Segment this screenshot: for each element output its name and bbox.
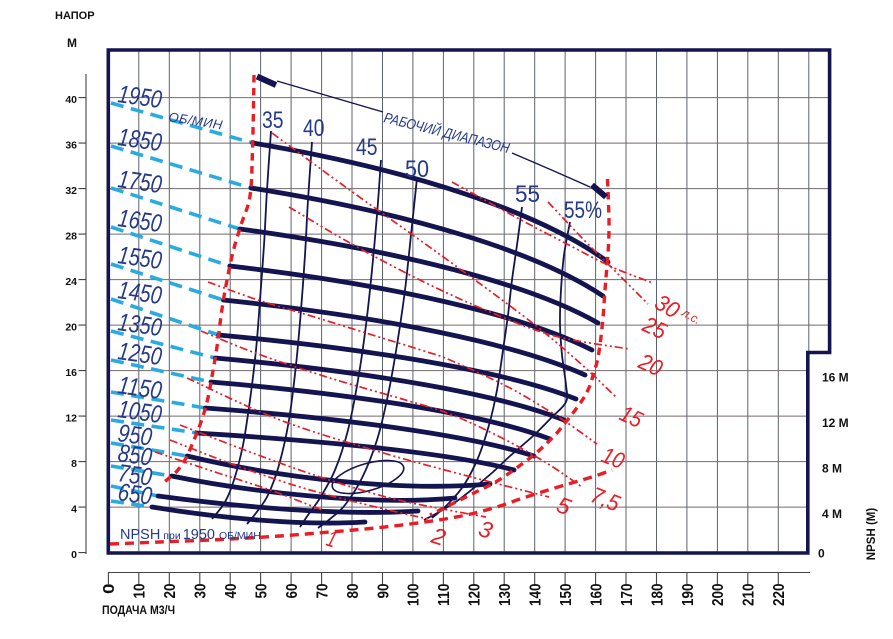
svg-text:1850: 1850 xyxy=(116,123,164,157)
svg-text:1050: 1050 xyxy=(116,395,164,429)
svg-text:1250: 1250 xyxy=(116,337,164,371)
svg-text:160: 160 xyxy=(588,583,605,606)
svg-text:1350: 1350 xyxy=(116,308,164,342)
svg-text:130: 130 xyxy=(497,583,514,606)
svg-text:16 М: 16 М xyxy=(822,371,849,385)
svg-text:1750: 1750 xyxy=(116,165,164,199)
svg-text:55%: 55% xyxy=(564,197,602,224)
svg-text:24: 24 xyxy=(65,276,77,288)
svg-text:950: 950 xyxy=(116,419,154,451)
svg-text:16: 16 xyxy=(65,367,77,379)
svg-text:35: 35 xyxy=(262,107,284,134)
svg-text:1550: 1550 xyxy=(116,241,164,275)
svg-text:40: 40 xyxy=(303,115,325,142)
svg-text:110: 110 xyxy=(436,583,453,606)
svg-text:200: 200 xyxy=(710,583,727,606)
svg-text:28: 28 xyxy=(65,231,77,243)
svg-text:20: 20 xyxy=(65,322,77,334)
svg-text:1950: 1950 xyxy=(116,80,164,114)
svg-text:170: 170 xyxy=(619,583,636,606)
svg-text:100: 100 xyxy=(406,583,423,606)
svg-text:45: 45 xyxy=(356,134,378,161)
svg-text:190: 190 xyxy=(680,583,697,606)
svg-text:32: 32 xyxy=(65,185,77,197)
svg-text:36: 36 xyxy=(65,140,77,152)
svg-text:210: 210 xyxy=(741,583,758,606)
svg-text:180: 180 xyxy=(649,583,666,606)
svg-text:150: 150 xyxy=(558,583,575,606)
svg-text:55: 55 xyxy=(515,181,540,208)
svg-text:1650: 1650 xyxy=(116,204,164,238)
svg-text:М: М xyxy=(67,36,77,50)
svg-text:30: 30 xyxy=(193,583,210,598)
svg-text:40: 40 xyxy=(65,94,77,106)
svg-text:ПОДАЧА М3/Ч: ПОДАЧА М3/Ч xyxy=(102,603,175,617)
svg-text:120: 120 xyxy=(467,583,484,606)
svg-text:0: 0 xyxy=(71,549,77,561)
svg-text:4: 4 xyxy=(71,504,77,516)
svg-text:8 М: 8 М xyxy=(822,462,842,476)
svg-text:10: 10 xyxy=(132,583,149,598)
svg-text:0: 0 xyxy=(818,547,825,561)
svg-text:20: 20 xyxy=(162,583,179,598)
svg-text:70: 70 xyxy=(314,583,331,598)
svg-text:750: 750 xyxy=(116,459,154,491)
svg-text:8: 8 xyxy=(71,458,77,470)
svg-text:4 М: 4 М xyxy=(822,507,842,521)
svg-text:1450: 1450 xyxy=(116,276,164,310)
svg-text:50: 50 xyxy=(253,583,270,598)
svg-text:220: 220 xyxy=(771,583,788,606)
svg-text:60: 60 xyxy=(284,583,301,598)
svg-text:850: 850 xyxy=(116,439,154,471)
svg-text:0: 0 xyxy=(101,583,118,594)
svg-text:12 М: 12 М xyxy=(822,416,849,430)
svg-text:NPSH (М): NPSH (М) xyxy=(866,508,878,561)
svg-text:40: 40 xyxy=(223,583,240,598)
svg-text:90: 90 xyxy=(375,583,392,598)
svg-text:НАПОР: НАПОР xyxy=(55,10,95,22)
svg-text:12: 12 xyxy=(65,413,77,425)
svg-text:1150: 1150 xyxy=(116,371,164,405)
svg-text:50: 50 xyxy=(405,156,429,183)
svg-text:80: 80 xyxy=(345,583,362,598)
svg-text:650: 650 xyxy=(116,478,154,510)
svg-text:140: 140 xyxy=(528,583,545,606)
